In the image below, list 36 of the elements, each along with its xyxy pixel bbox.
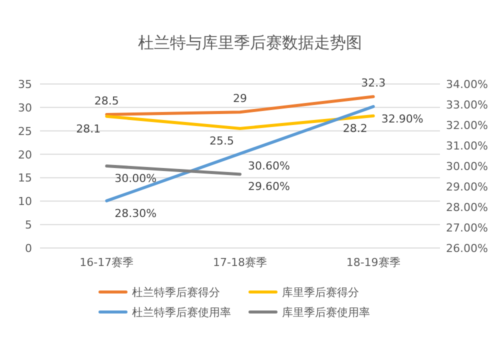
legend: 库里季后赛使用率 — [282, 306, 370, 319]
ytick: 10 — [18, 195, 32, 208]
y2tick: 29.00% — [446, 180, 488, 194]
legend: 杜兰特季后赛得分 — [132, 286, 220, 299]
title: 杜兰特与库里季后赛数据走势图 — [138, 33, 362, 52]
xtick: 16-17赛季 — [80, 256, 134, 269]
label: 32.3 — [361, 76, 386, 90]
y2tick: 33.00% — [446, 98, 488, 112]
y2tick: 31.00% — [446, 140, 488, 152]
label: 28.30% — [114, 206, 157, 220]
y2tick: 30.00% — [446, 160, 488, 173]
ytick: 5 — [25, 218, 32, 232]
y2tick: 26.00% — [446, 242, 488, 255]
label: 29.60% — [248, 180, 290, 194]
xtick: 18-19赛季 — [346, 256, 400, 269]
xtick: 17-18赛季 — [213, 256, 267, 269]
legend: 库里季后赛得分 — [282, 286, 359, 299]
label: 25.5 — [210, 134, 234, 148]
ytick: 0 — [25, 242, 32, 255]
label: 28.2 — [342, 122, 368, 135]
label: 30.60% — [248, 160, 290, 173]
y2tick: 34.00% — [446, 78, 488, 91]
label: 28.1 — [76, 122, 101, 136]
ytick: 30 — [18, 101, 32, 114]
label: 28.5 — [94, 94, 119, 108]
y2tick: 27.00% — [446, 222, 488, 234]
ytick: 15 — [18, 172, 32, 185]
y2tick: 28.00% — [446, 201, 488, 214]
y2tick: 32.00% — [446, 119, 488, 132]
ytick: 20 — [18, 148, 32, 162]
ytick: 25 — [18, 124, 32, 138]
label: 30.00% — [114, 172, 157, 185]
label: 29 — [233, 92, 247, 106]
label: 32.90% — [381, 112, 424, 126]
legend: 杜兰特季后赛使用率 — [132, 306, 231, 319]
ytick: 35 — [18, 78, 32, 91]
